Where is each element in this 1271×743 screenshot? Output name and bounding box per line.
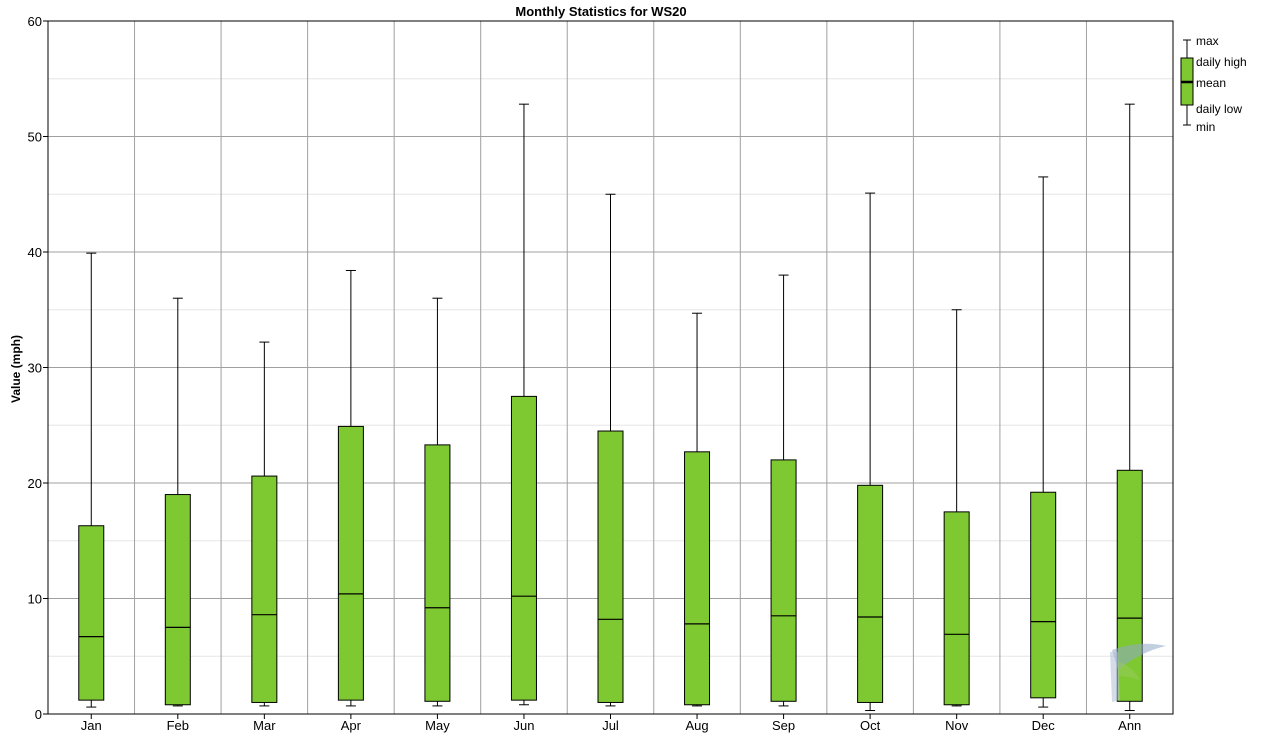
legend-max-label: max [1196, 34, 1219, 48]
y-tick-label: 20 [28, 476, 42, 491]
x-tick-label: Ann [1118, 718, 1141, 733]
x-tick-label: Nov [945, 718, 969, 733]
box-Jun [510, 395, 537, 701]
axes: 0 10 20 30 40 50 60 Jan Feb Mar Apr May Jun Jul Aug Sep… [28, 14, 1174, 733]
y-tick-label: 30 [28, 361, 42, 376]
legend-daily-high-label: daily high [1196, 55, 1247, 69]
x-tick-label: Jul [602, 718, 619, 733]
y-tick-label: 50 [28, 130, 42, 145]
box-Jul [597, 430, 624, 703]
x-tick-label: Apr [341, 718, 362, 733]
box-Apr [337, 425, 364, 701]
chart-title: Monthly Statistics for WS20 [515, 4, 686, 19]
legend: max daily high mean daily low min [1180, 34, 1247, 134]
y-axis-label: Value (mph) [9, 335, 23, 403]
x-tick-label: Jun [513, 718, 534, 733]
x-tick-label: Oct [860, 718, 881, 733]
box-Mar [251, 475, 278, 703]
legend-min-label: min [1196, 120, 1215, 134]
box-Dec [1030, 491, 1057, 699]
legend-daily-low-label: daily low [1196, 102, 1242, 116]
box-Oct [857, 484, 884, 703]
box-Jan [78, 525, 105, 701]
y-tick-label: 10 [28, 592, 42, 607]
boxes [78, 103, 1143, 712]
legend-mean-label: mean [1196, 76, 1226, 90]
x-tick-label: Sep [772, 718, 795, 733]
box-Aug [684, 451, 711, 706]
y-tick-label: 60 [28, 14, 42, 29]
x-tick-label: Feb [167, 718, 189, 733]
x-tick-label: Jan [81, 718, 102, 733]
x-tick-label: Dec [1032, 718, 1056, 733]
legend-box-glyph [1180, 39, 1194, 126]
y-tick-label: 0 [35, 707, 42, 722]
watermark-logo [1110, 643, 1166, 702]
box-Feb [164, 494, 191, 706]
y-tick-label: 40 [28, 245, 42, 260]
x-tick-label: Aug [685, 718, 708, 733]
box-Sep [770, 459, 797, 702]
box-May [424, 444, 451, 702]
x-tick-label: Mar [253, 718, 276, 733]
box-Nov [943, 511, 970, 706]
x-tick-label: May [425, 718, 450, 733]
